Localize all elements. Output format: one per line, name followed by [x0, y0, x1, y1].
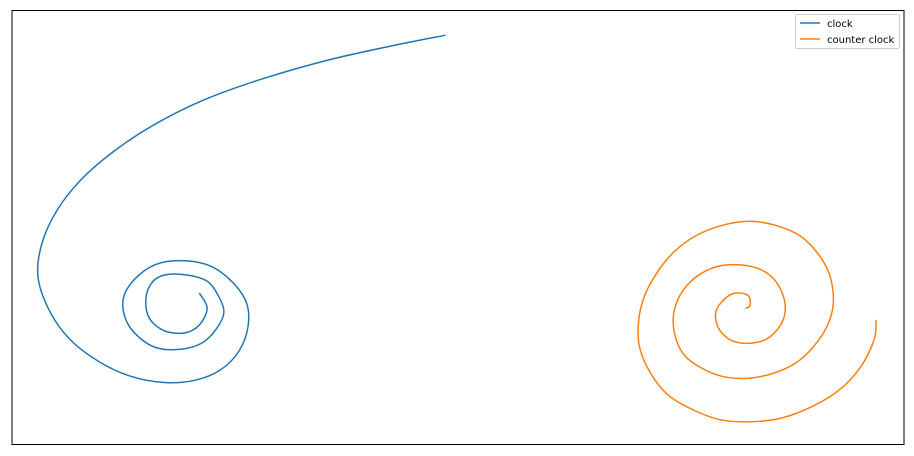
legend-label-clock: clock — [827, 19, 853, 30]
legend: clock counter clock — [795, 14, 900, 49]
series-line-clock — [36, 34, 446, 384]
series-line-counter-clock — [637, 220, 877, 423]
legend-label-counter-clock: counter clock — [827, 35, 895, 46]
legend-box — [795, 14, 900, 49]
plot-area-frame — [11, 10, 905, 445]
series-layer — [36, 34, 877, 423]
